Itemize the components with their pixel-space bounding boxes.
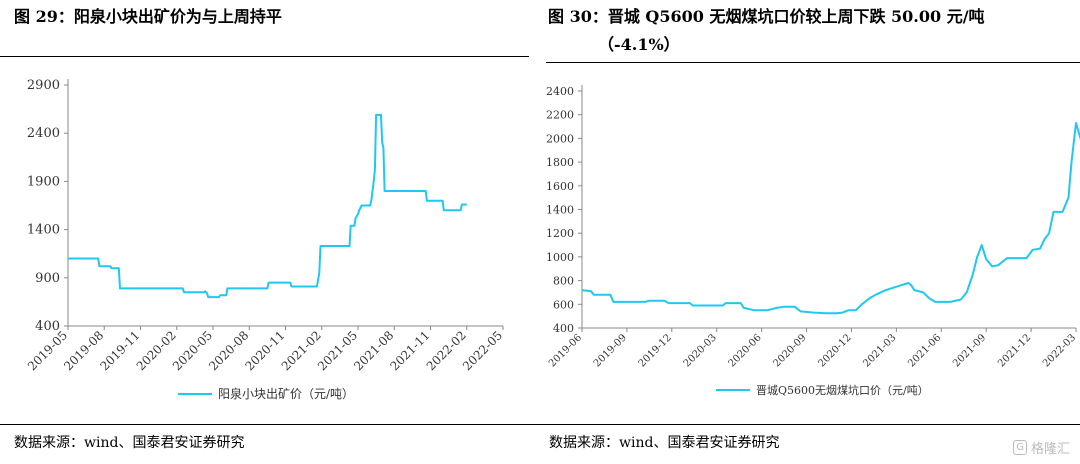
right-y-tick-label: 1200	[546, 227, 574, 240]
watermark: G 格隆汇	[1013, 438, 1070, 457]
right-chart: 400 600 800 1000 1200 1400 1600 1800 2000 2200 240…	[546, 85, 1080, 397]
watermark-logo-icon: G	[1013, 440, 1027, 455]
right-legend-label: 晋城Q5600无烟煤坑口价（元/吨）	[756, 383, 929, 397]
left-y-tick-label: 400	[35, 319, 60, 334]
left-title-rule	[0, 56, 529, 57]
right-x-tick-label: 2021-09	[951, 332, 988, 369]
right-x-tick-label: 2021-12	[996, 332, 1033, 369]
right-y-tick-label: 2000	[546, 132, 574, 145]
left-x-tick-label: 2022-05	[460, 328, 505, 373]
source-rule	[0, 424, 1080, 425]
left-y-tick-label: 1900	[27, 174, 60, 189]
left-y-tick-label: 2400	[27, 126, 60, 141]
left-y-tick-label: 2900	[27, 78, 60, 93]
right-x-tick-label: 2020-12	[816, 332, 853, 369]
right-y-tick-label: 2200	[546, 109, 574, 122]
watermark-text: 格隆汇	[1030, 442, 1070, 457]
right-title-rule	[546, 62, 1080, 63]
right-y-tick-label: 600	[553, 298, 574, 311]
right-y-tick-label: 1800	[546, 156, 574, 169]
right-y-tick-label: 800	[553, 275, 574, 288]
right-y-tick-label: 400	[553, 322, 574, 335]
right-y-tick-label: 1400	[546, 204, 574, 217]
right-x-tick-label: 2019-12	[637, 332, 674, 369]
right-x-tick-label: 2019-06	[547, 332, 584, 369]
right-x-tick-label: 2020-09	[771, 332, 808, 369]
right-x-tick-label: 2020-03	[682, 332, 719, 369]
right-y-tick-label: 1600	[546, 180, 574, 193]
left-figure-title: 图 29：阳泉小块出矿价为与上周持平	[14, 7, 282, 26]
right-series-line	[581, 122, 1080, 315]
right-figure-title-line2: （-4.1%）	[598, 35, 680, 54]
left-source-note: 数据来源：wind、国泰君安证券研究	[14, 435, 245, 451]
right-figure-title: 图 30：晋城 Q5600 无烟煤坑口价较上周下跌 50.00 元/吨	[548, 7, 985, 26]
right-source-note: 数据来源：wind、国泰君安证券研究	[549, 435, 780, 451]
right-x-tick-label: 2022-03	[1041, 332, 1078, 369]
left-chart: 40090014001900240029002019-052019-082019…	[25, 78, 505, 401]
left-legend-label: 阳泉小块出矿价（元/吨）	[218, 387, 354, 401]
right-y-tick-label: 2400	[546, 85, 574, 98]
right-x-tick-label: 2021-03	[861, 332, 898, 369]
right-y-tick-label: 1000	[546, 251, 574, 264]
left-y-tick-label: 900	[35, 271, 60, 286]
right-x-tick-label: 2021-06	[906, 332, 943, 369]
right-x-tick-label: 2019-09	[592, 332, 629, 369]
left-series-line	[68, 113, 467, 299]
left-y-tick-label: 1400	[27, 223, 60, 238]
right-x-tick-label: 2020-06	[727, 332, 764, 369]
